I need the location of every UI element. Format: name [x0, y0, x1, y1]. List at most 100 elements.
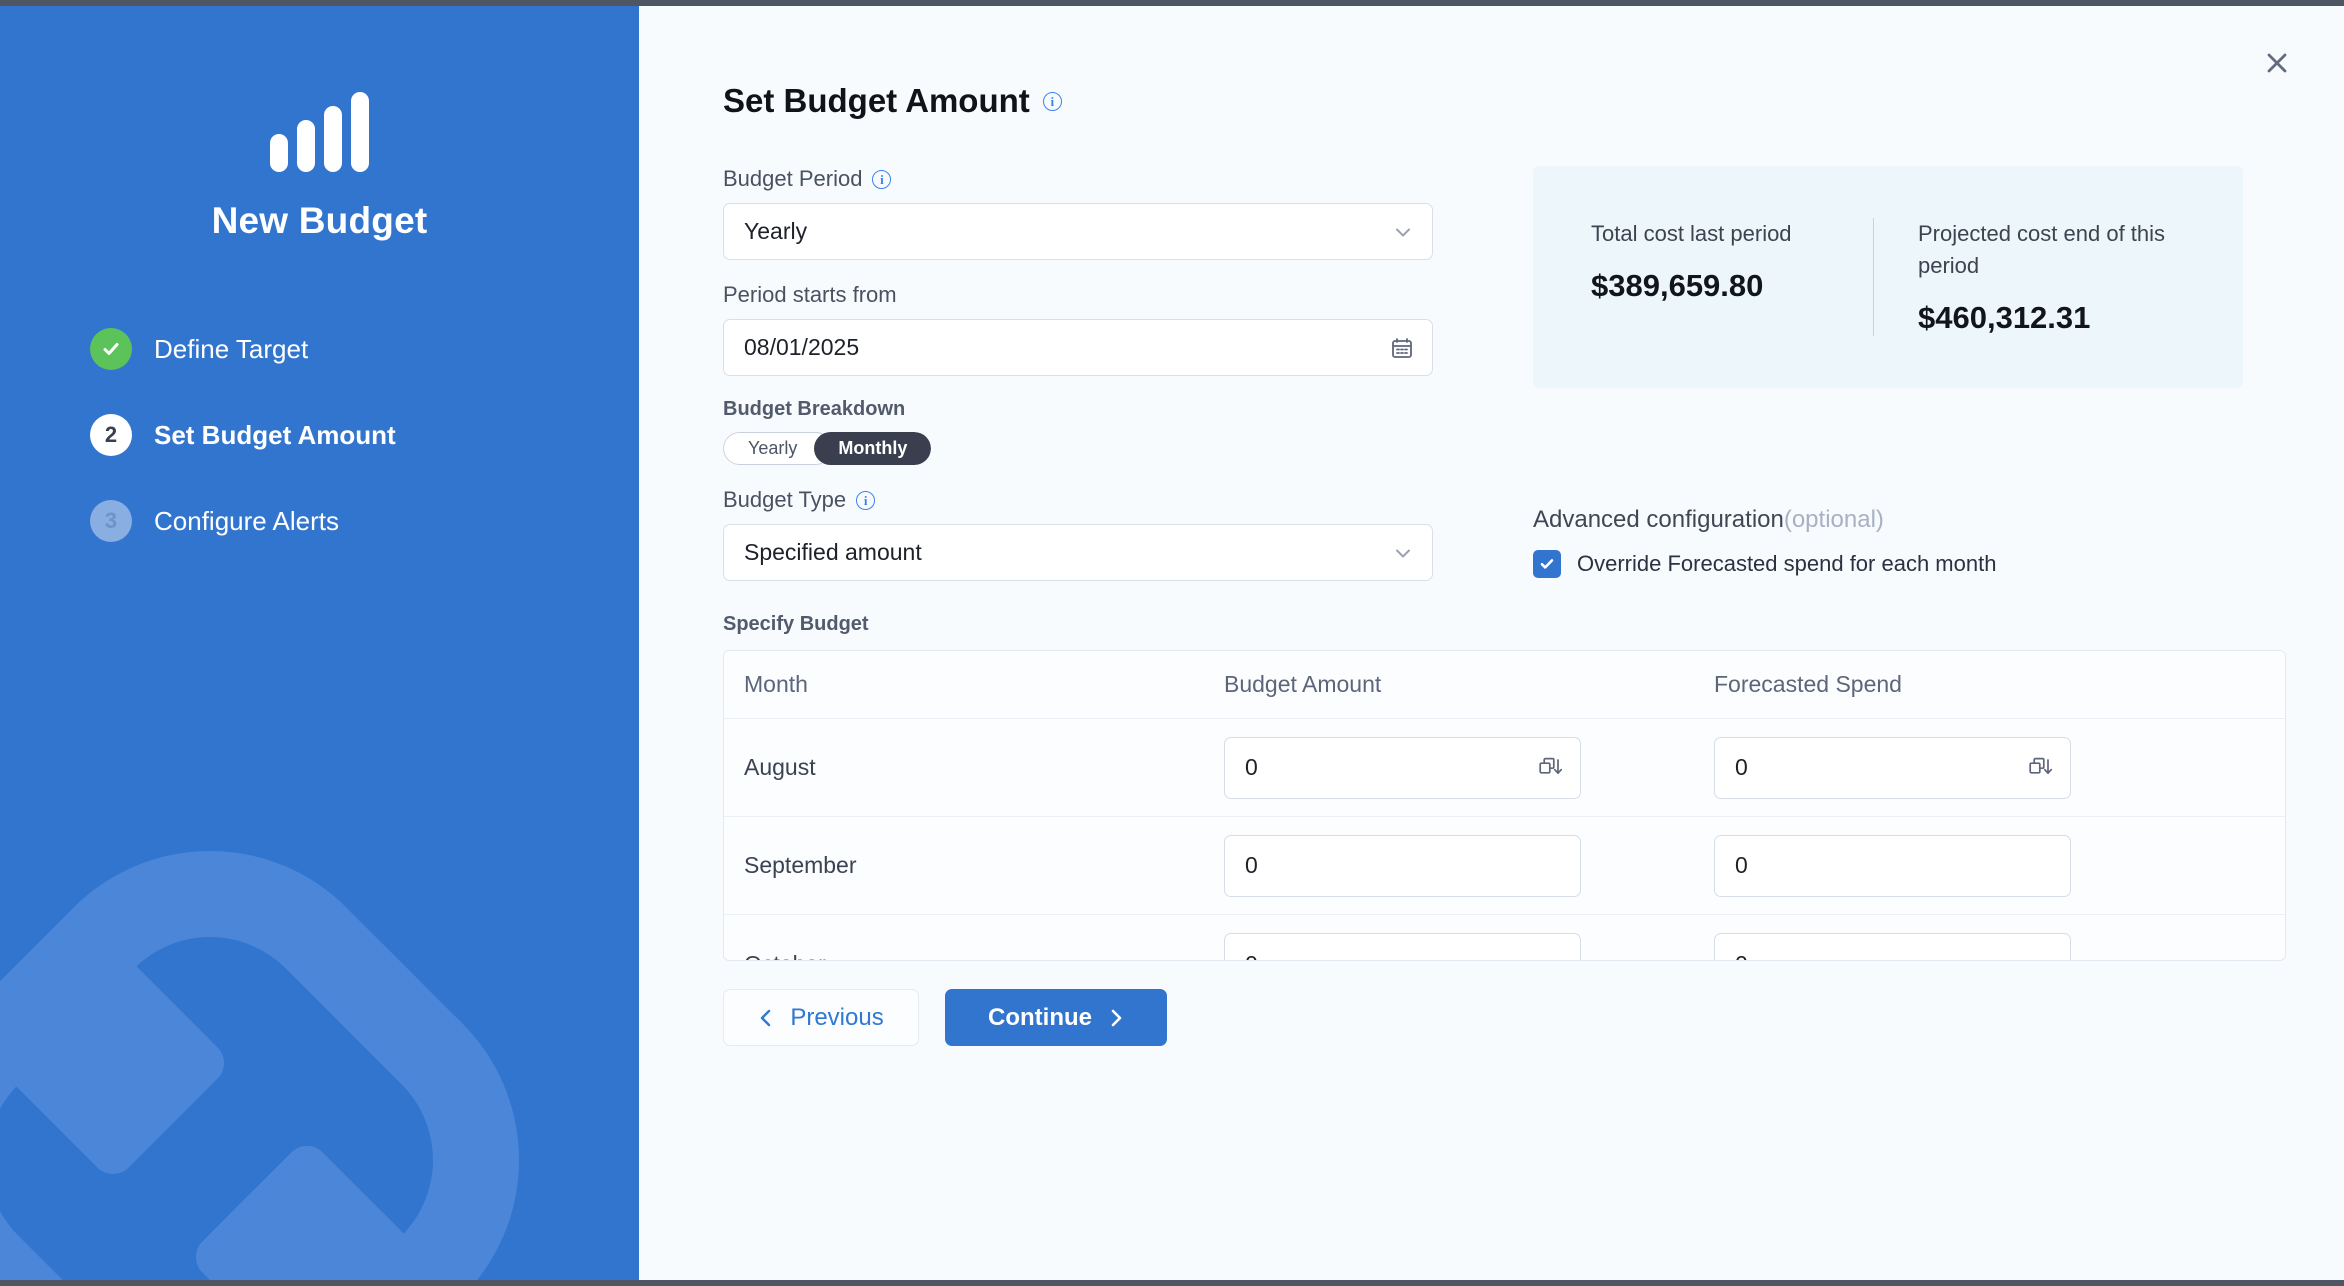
step-number-badge: 3 — [90, 500, 132, 542]
brand-title: New Budget — [211, 200, 428, 241]
budget-breakdown-toggle[interactable]: Yearly Monthly — [723, 432, 932, 465]
summary-cell-projected-cost: Projected cost end of this period $460,3… — [1918, 218, 2185, 336]
period-start-value: 08/01/2025 — [744, 334, 860, 360]
budget-amount-value: 0 — [1245, 754, 1258, 780]
summary-cell-total-cost: Total cost last period $389,659.80 — [1591, 218, 1851, 336]
column-header-budget-amount: Budget Amount — [1224, 671, 1382, 697]
sidebar-step-label: Set Budget Amount — [154, 419, 396, 450]
summary-divider — [1873, 218, 1874, 336]
budget-table: Month Budget Amount Forecasted Spend Aug… — [723, 650, 2286, 961]
decorative-pattern — [0, 851, 519, 1280]
previous-button[interactable]: Previous — [723, 989, 919, 1046]
advanced-configuration-title-text: Advanced configuration — [1533, 505, 1784, 533]
budget-amount-value: 0 — [1245, 951, 1258, 961]
forecasted-spend-value: 0 — [1735, 852, 1748, 878]
budget-breakdown-option-yearly[interactable]: Yearly — [723, 432, 833, 465]
budget-period-value: Yearly — [744, 218, 808, 244]
period-start-label-text: Period starts from — [723, 282, 897, 307]
wizard-sidebar: New Budget Define Target 2 Set Budget Am… — [0, 6, 639, 1280]
override-forecast-checkbox-label: Override Forecasted spend for each month — [1577, 550, 1997, 576]
budget-amount-input[interactable]: 0 — [1224, 933, 1581, 961]
row-budget-amount-cell: 0 — [1224, 933, 1714, 961]
budget-type-value: Specified amount — [744, 539, 922, 565]
budget-type-info-icon[interactable]: i — [856, 490, 876, 510]
advanced-configuration-block: Advanced configuration(optional) Overrid… — [1533, 506, 2286, 578]
specify-budget-section: Specify Budget Month Budget Amount Forec… — [723, 613, 2344, 961]
check-icon — [90, 328, 132, 370]
sidebar-step-label: Configure Alerts — [154, 505, 339, 536]
step-number-badge: 2 — [90, 414, 132, 456]
budget-period-label-text: Budget Period — [723, 166, 863, 191]
advanced-configuration-title: Advanced configuration(optional) — [1533, 506, 2286, 534]
budget-wizard: New Budget Define Target 2 Set Budget Am… — [0, 6, 2344, 1280]
sidebar-step-set-budget-amount[interactable]: 2 Set Budget Amount — [90, 392, 639, 478]
form-right-column: Total cost last period $389,659.80 Proje… — [1433, 166, 2344, 581]
row-month-label: September — [744, 852, 857, 878]
chevron-right-icon — [1108, 1008, 1124, 1028]
row-month-label: August — [744, 754, 816, 780]
forecasted-spend-value: 0 — [1735, 951, 1748, 961]
chevron-left-icon — [758, 1008, 774, 1028]
budget-breakdown-label-text: Budget Breakdown — [723, 398, 906, 420]
wizard-footer: Previous Continue — [723, 989, 2344, 1046]
budget-amount-input[interactable]: 0 — [1224, 834, 1581, 897]
copy-down-icon[interactable] — [1538, 757, 1564, 779]
row-forecasted-spend-cell: 0 — [1714, 834, 2285, 897]
cost-summary-card: Total cost last period $389,659.80 Proje… — [1533, 166, 2243, 388]
copy-down-icon[interactable] — [2028, 757, 2054, 779]
forecasted-spend-input[interactable]: 0 — [1714, 834, 2071, 897]
table-row: October 0 0 — [724, 915, 2285, 961]
previous-button-label: Previous — [790, 1003, 884, 1031]
chevron-down-icon — [1392, 221, 1414, 243]
wizard-main-panel: Set Budget Amount i Budget Period i Year… — [639, 6, 2344, 1280]
budget-type-label-text: Budget Type — [723, 487, 847, 512]
page-title-info-icon[interactable]: i — [1042, 91, 1062, 111]
row-forecasted-spend-cell: 0 — [1714, 933, 2285, 961]
budget-type-label: Budget Type i — [723, 487, 1433, 513]
column-header-month: Month — [744, 671, 808, 697]
forecasted-spend-value: 0 — [1735, 754, 1748, 780]
period-start-label: Period starts from — [723, 282, 1433, 308]
sidebar-step-label: Define Target — [154, 333, 309, 364]
budget-breakdown-label: Budget Breakdown — [723, 398, 1433, 421]
form-columns: Budget Period i Yearly Period starts fro… — [723, 120, 2344, 581]
budget-amount-value: 0 — [1245, 852, 1258, 878]
chevron-down-icon — [1392, 542, 1414, 564]
summary-value: $389,659.80 — [1591, 267, 1764, 303]
table-row: September 0 0 — [724, 817, 2285, 915]
sidebar-step-define-target[interactable]: Define Target — [90, 306, 639, 392]
row-month-label: October — [724, 951, 1224, 961]
bar-chart-icon — [0, 92, 639, 172]
summary-label: Total cost last period — [1591, 221, 1792, 246]
table-header-row: Month Budget Amount Forecasted Spend — [724, 651, 2285, 719]
calendar-icon[interactable] — [1390, 336, 1414, 360]
page-title-row: Set Budget Amount i — [723, 6, 2344, 120]
budget-breakdown-option-monthly[interactable]: Monthly — [814, 432, 932, 465]
continue-button-label: Continue — [988, 1003, 1092, 1031]
close-icon[interactable] — [2258, 44, 2296, 82]
continue-button[interactable]: Continue — [945, 989, 1167, 1046]
budget-type-select[interactable]: Specified amount — [723, 524, 1433, 581]
sidebar-step-configure-alerts[interactable]: 3 Configure Alerts — [90, 478, 639, 564]
wizard-steps: Define Target 2 Set Budget Amount 3 Conf… — [0, 306, 639, 564]
budget-period-info-icon[interactable]: i — [872, 169, 892, 189]
column-header-forecasted-spend: Forecasted Spend — [1714, 671, 1902, 697]
summary-label: Projected cost end of this period — [1918, 221, 2166, 278]
form-left-column: Budget Period i Yearly Period starts fro… — [723, 166, 1433, 581]
override-forecast-checkbox-row[interactable]: Override Forecasted spend for each month — [1533, 549, 2286, 578]
row-budget-amount-cell: 0 — [1224, 834, 1714, 897]
advanced-configuration-optional-text: (optional) — [1783, 505, 1884, 533]
forecasted-spend-input[interactable]: 0 — [1714, 736, 2071, 799]
summary-value: $460,312.31 — [1918, 299, 2091, 335]
period-start-date-input[interactable]: 08/01/2025 — [723, 319, 1433, 376]
row-budget-amount-cell: 0 — [1224, 736, 1714, 799]
override-forecast-checkbox[interactable] — [1533, 549, 1561, 578]
table-row: August 0 — [724, 719, 2285, 817]
budget-amount-input[interactable]: 0 — [1224, 736, 1581, 799]
specify-budget-label: Specify Budget — [723, 613, 869, 635]
forecasted-spend-input[interactable]: 0 — [1714, 933, 2071, 961]
page-title: Set Budget Amount — [723, 82, 1030, 119]
budget-period-label: Budget Period i — [723, 166, 1433, 192]
row-forecasted-spend-cell: 0 — [1714, 736, 2285, 799]
budget-period-select[interactable]: Yearly — [723, 203, 1433, 260]
